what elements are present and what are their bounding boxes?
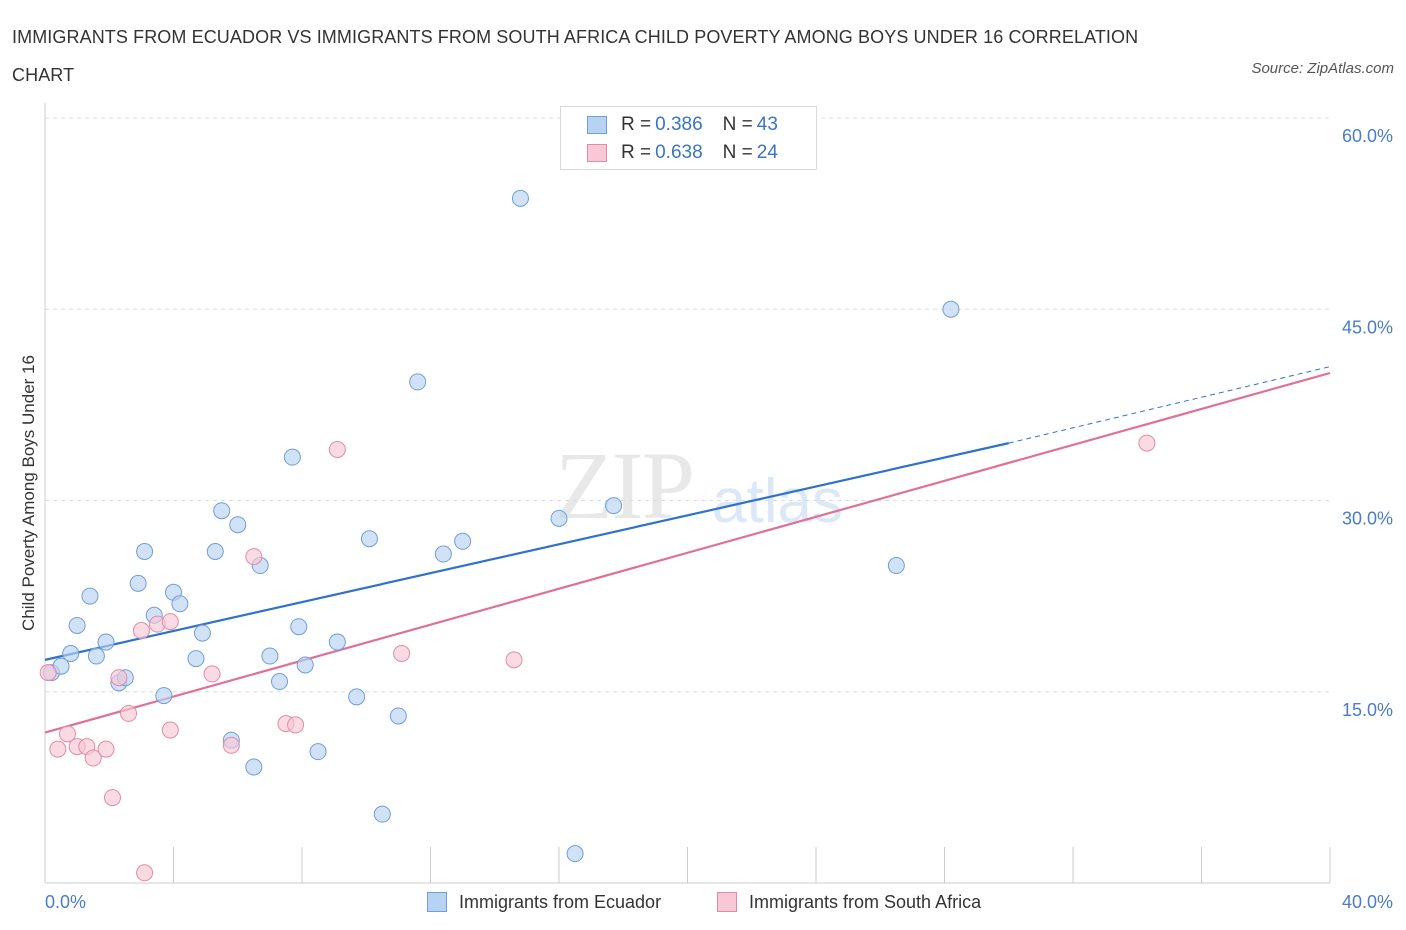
data-point-ecuador xyxy=(409,373,427,391)
data-point-south-africa xyxy=(203,665,221,683)
data-point-south-africa xyxy=(110,669,128,687)
data-point-south-africa xyxy=(328,441,346,458)
legend-r-label: R = xyxy=(621,114,652,135)
y-tick-label: 60.0% xyxy=(1342,126,1393,146)
data-point-ecuador xyxy=(511,189,529,207)
data-point-south-africa xyxy=(245,548,263,566)
data-point-ecuador xyxy=(97,633,115,651)
data-point-south-africa xyxy=(222,736,240,754)
data-point-ecuador xyxy=(566,845,584,863)
data-point-south-africa xyxy=(120,704,138,722)
data-point-ecuador xyxy=(68,616,86,634)
data-point-ecuador xyxy=(271,673,289,691)
data-point-ecuador xyxy=(136,543,154,560)
data-point-south-africa xyxy=(1138,434,1156,452)
y-axis-title: Child Poverty Among Boys Under 16 xyxy=(19,355,38,631)
legend-n-label: N = xyxy=(722,142,753,163)
bottom-legend-label-south-africa: Immigrants from South Africa xyxy=(749,891,982,912)
data-point-ecuador xyxy=(229,516,247,534)
chart-title: IMMIGRANTS FROM ECUADOR VS IMMIGRANTS FR… xyxy=(12,27,1139,85)
data-point-south-africa xyxy=(97,740,115,758)
data-point-south-africa xyxy=(84,749,102,767)
y-tick-label: 45.0% xyxy=(1342,317,1393,337)
bottom-legend-label-ecuador: Immigrants from Ecuador xyxy=(459,891,662,912)
legend-r-value-south-africa: 0.638 xyxy=(655,142,703,163)
data-point-ecuador xyxy=(348,688,366,706)
data-point-ecuador xyxy=(171,595,189,613)
data-point-south-africa xyxy=(103,789,121,807)
legend-n-value-south-africa: 24 xyxy=(756,142,778,163)
data-points xyxy=(39,189,1156,882)
watermark-zip: ZIP xyxy=(555,432,695,539)
data-point-ecuador xyxy=(193,624,211,642)
axes xyxy=(44,103,1331,884)
data-point-ecuador xyxy=(87,647,105,665)
data-point-ecuador xyxy=(605,497,623,515)
data-point-south-africa xyxy=(132,622,150,640)
legend-row-south-africa: R = 0.638 N = 24 xyxy=(587,139,778,167)
data-point-ecuador xyxy=(454,532,472,550)
legend-swatch-ecuador xyxy=(587,116,607,134)
data-point-ecuador xyxy=(290,618,308,636)
tick-labels: 15.0% 30.0% 45.0% 60.0% 0.0% 40.0% xyxy=(45,126,1393,912)
data-point-south-africa xyxy=(505,651,523,669)
data-point-south-africa xyxy=(49,740,67,758)
data-point-south-africa xyxy=(287,716,305,734)
bottom-legend-ecuador: Immigrants from Ecuador xyxy=(427,889,661,915)
data-point-ecuador xyxy=(942,300,960,318)
trend-line-extension-ecuador xyxy=(1008,366,1331,444)
data-point-ecuador xyxy=(360,530,378,548)
legend-row-ecuador: R = 0.386 N = 43 xyxy=(587,111,778,139)
data-point-ecuador xyxy=(309,743,327,761)
y-tick-label: 30.0% xyxy=(1342,509,1393,529)
data-point-ecuador xyxy=(129,574,147,592)
data-point-ecuador xyxy=(550,509,568,527)
data-point-south-africa xyxy=(161,721,179,739)
data-point-ecuador xyxy=(283,448,301,466)
data-point-south-africa xyxy=(39,664,57,682)
data-point-ecuador xyxy=(434,545,452,563)
trend-lines xyxy=(44,366,1331,734)
data-point-ecuador xyxy=(187,650,205,668)
bottom-legend-swatch-south-africa xyxy=(717,892,737,912)
bottom-legend-south-africa: Immigrants from South Africa xyxy=(717,889,981,915)
legend-n-value-ecuador: 43 xyxy=(756,114,778,135)
legend-r-value-ecuador: 0.386 xyxy=(655,114,703,135)
data-point-ecuador xyxy=(887,557,905,575)
data-point-south-africa xyxy=(393,645,411,662)
data-point-ecuador xyxy=(206,543,224,560)
data-point-ecuador xyxy=(389,707,407,725)
watermark-atlas: atlas xyxy=(712,467,843,536)
data-point-ecuador xyxy=(155,687,173,705)
legend-r-label: R = xyxy=(621,142,652,163)
x-tick-label: 40.0% xyxy=(1342,892,1393,912)
grid-lines xyxy=(45,117,1330,693)
data-point-south-africa xyxy=(161,613,179,631)
data-point-ecuador xyxy=(261,647,279,665)
data-point-ecuador xyxy=(213,502,231,520)
bottom-legend-swatch-ecuador xyxy=(427,892,447,912)
data-point-ecuador xyxy=(81,587,99,605)
trend-line-ecuador xyxy=(44,442,1009,661)
data-point-ecuador xyxy=(296,656,314,674)
legend-swatch-south-africa xyxy=(587,144,607,162)
data-point-ecuador xyxy=(373,805,391,823)
data-point-south-africa xyxy=(136,864,154,882)
trend-line-south-africa xyxy=(44,371,1331,734)
chart-source: Source: ZipAtlas.com xyxy=(1251,60,1394,77)
legend-n-label: N = xyxy=(722,114,753,135)
x-tick-label: 0.0% xyxy=(45,892,86,912)
y-tick-label: 15.0% xyxy=(1342,700,1393,720)
data-point-ecuador xyxy=(328,633,346,651)
data-point-ecuador xyxy=(62,645,80,662)
data-point-ecuador xyxy=(245,758,263,776)
data-point-south-africa xyxy=(58,725,76,743)
correlation-legend: R = 0.386 N = 43 R = 0.638 N = 24 xyxy=(560,106,817,170)
